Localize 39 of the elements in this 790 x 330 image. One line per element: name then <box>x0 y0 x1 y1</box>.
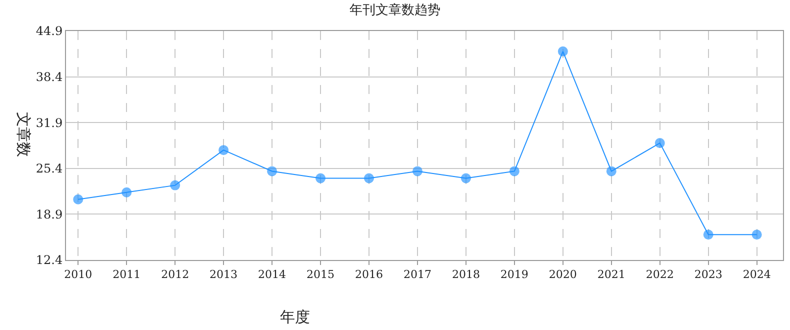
x-tick-label: 2015 <box>306 268 335 282</box>
x-axis-title: 年度 <box>280 308 310 326</box>
x-tick-label: 2014 <box>258 268 286 282</box>
y-tick-label: 38.4 <box>36 70 63 84</box>
point <box>73 194 84 204</box>
x-tick-label: 2017 <box>403 268 432 282</box>
x-tick-label: 2013 <box>210 268 238 282</box>
y-tick-label: 25.4 <box>36 162 63 176</box>
point <box>606 166 616 176</box>
point <box>509 166 520 176</box>
x-tick-label: 2021 <box>597 268 626 282</box>
x-tick-label: 2023 <box>694 268 722 282</box>
y-tick-label: 18.9 <box>36 207 63 222</box>
x-tick-label: 2024 <box>742 268 771 282</box>
point <box>122 187 132 198</box>
point <box>364 173 374 184</box>
x-tick-label: 2011 <box>112 268 141 282</box>
point <box>267 166 278 176</box>
point <box>316 173 326 184</box>
point <box>460 173 471 184</box>
point <box>752 230 762 240</box>
point <box>558 46 568 56</box>
point <box>654 138 665 148</box>
y-tick-label: 12.4 <box>36 253 63 268</box>
y-tick-label: 44.9 <box>36 24 63 38</box>
x-tick-label: 2022 <box>646 268 674 282</box>
x-tick-label: 2012 <box>161 268 190 282</box>
point <box>412 166 422 176</box>
point <box>170 180 180 190</box>
x-tick-label: 2016 <box>354 268 383 282</box>
x-tick-label: 2010 <box>64 268 92 282</box>
chart-title: 年刊文章数趋势 <box>350 3 440 18</box>
x-tick-label: 2020 <box>548 268 577 282</box>
point <box>703 230 714 240</box>
point <box>218 145 229 156</box>
y-tick-label: 31.9 <box>36 116 63 130</box>
y-axis-title: 文章数 <box>14 112 32 157</box>
x-tick-label: 2019 <box>500 268 528 282</box>
x-tick-label: 2018 <box>452 268 480 282</box>
